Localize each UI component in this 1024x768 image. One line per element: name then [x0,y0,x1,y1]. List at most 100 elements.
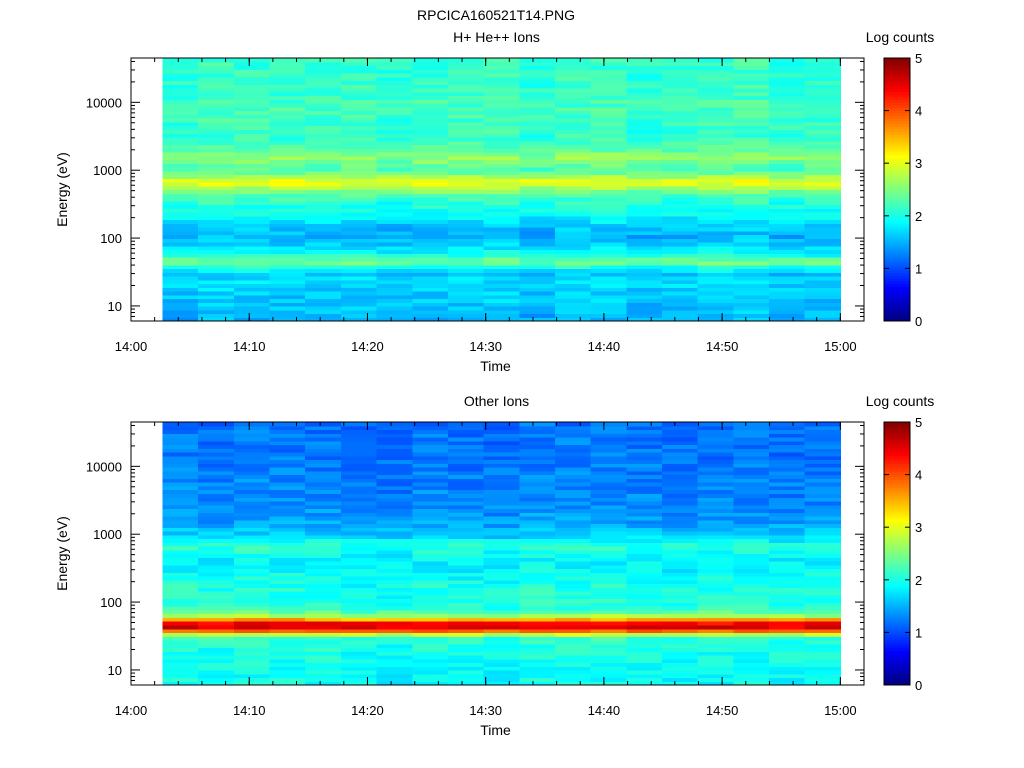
heatmap-cell [661,193,699,198]
heatmap-cell [661,242,699,247]
heatmap-cell [198,238,235,243]
heatmap-cell [554,647,592,652]
heatmap-cell [305,497,342,502]
heatmap-cell [804,185,841,191]
heatmap-cell [483,245,520,251]
heatmap-cell [269,185,306,191]
heatmap-cell [198,69,235,74]
heatmap-cell [483,125,520,130]
heatmap-cell [340,639,378,645]
heatmap-cell [162,88,199,93]
heatmap-cell [269,448,306,453]
heatmap-cell [412,230,449,236]
colorbar-frame [883,421,911,686]
heatmap-cell [305,681,342,686]
heatmap-cell [590,279,627,285]
heatmap-cell [804,433,841,438]
heatmap-cell [697,662,734,667]
heatmap-cell [412,512,449,517]
heatmap-cell [626,512,663,517]
colorbar-segment [884,302,910,306]
heatmap-cell [412,617,449,622]
heatmap-cell [162,572,199,577]
heatmap-cell [340,530,378,536]
heatmap-cell [412,215,449,221]
colorbar-title: Log counts [866,29,935,45]
heatmap-cell [661,118,699,123]
heatmap-cell [162,84,199,89]
heatmap-cell [733,257,770,262]
heatmap-cell [412,425,449,431]
heatmap-cell [554,69,592,74]
heatmap-cell [483,470,520,476]
heatmap-cell [697,309,734,315]
heatmap-cell [233,174,271,179]
heatmap-cell [376,422,413,427]
heatmap-cell [519,647,556,652]
heatmap-cell [162,422,199,427]
heatmap-cell [162,564,199,570]
heatmap-cell [483,621,520,626]
heatmap-cell [697,489,734,494]
heatmap-cell [554,602,592,607]
heatmap-cell [769,538,806,543]
colorbar-segment [884,131,910,135]
heatmap-cell [661,542,699,547]
heatmap-cell [305,643,342,649]
heatmap-cell [162,658,199,664]
heatmap-cell [697,305,734,311]
heatmap-cell [590,598,627,603]
heatmap-cell [340,215,378,221]
heatmap-cell [590,294,627,300]
heatmap-cell [554,125,592,130]
heatmap-cell [769,230,806,236]
heatmap-cell [626,609,663,615]
heatmap-cell [733,459,770,464]
heatmap-cell [269,212,306,217]
heatmap-cell [733,204,770,209]
heatmap-cell [733,136,770,142]
heatmap-cell [198,624,235,630]
heatmap-cell [483,639,520,645]
heatmap-cell [697,632,734,637]
heatmap-cell [661,309,699,315]
heatmap-cell [519,80,556,85]
heatmap-cell [305,628,342,633]
heatmap-cell [554,677,592,682]
heatmap-cell [590,658,627,664]
heatmap-cell [412,317,449,322]
colorbar-segment [884,642,910,647]
heatmap-cell [340,478,378,483]
heatmap-cell [697,88,734,93]
heatmap-cell [769,444,806,449]
heatmap-cell [162,227,199,232]
heatmap-cell [376,489,413,494]
heatmap-cell [233,234,271,239]
heatmap-cell [804,200,841,206]
heatmap-cell [804,106,841,112]
heatmap-cell [769,459,806,464]
plot-frame [130,57,865,322]
heatmap-cell [447,219,485,224]
heatmap-cell [269,666,306,671]
heatmap-cell [198,628,235,633]
colorbar-segment [884,553,910,557]
heatmap-cell [412,140,449,146]
heatmap-cell [590,189,627,194]
heatmap-cell [340,500,378,506]
heatmap-cell [804,568,841,573]
heatmap-cell [412,636,449,641]
heatmap-cell [697,617,734,622]
heatmap-cell [804,144,841,149]
heatmap-cell [340,632,378,637]
heatmap-cell [376,448,413,453]
colorbar-segment [884,648,910,652]
heatmap-cell [412,523,449,528]
heatmap-cell [483,84,520,89]
heatmap-cell [519,208,556,213]
heatmap-cell [376,530,413,536]
heatmap-cell [661,624,699,630]
heatmap-cell [661,245,699,251]
heatmap-cell [804,681,841,686]
heatmap-cell [376,234,413,239]
